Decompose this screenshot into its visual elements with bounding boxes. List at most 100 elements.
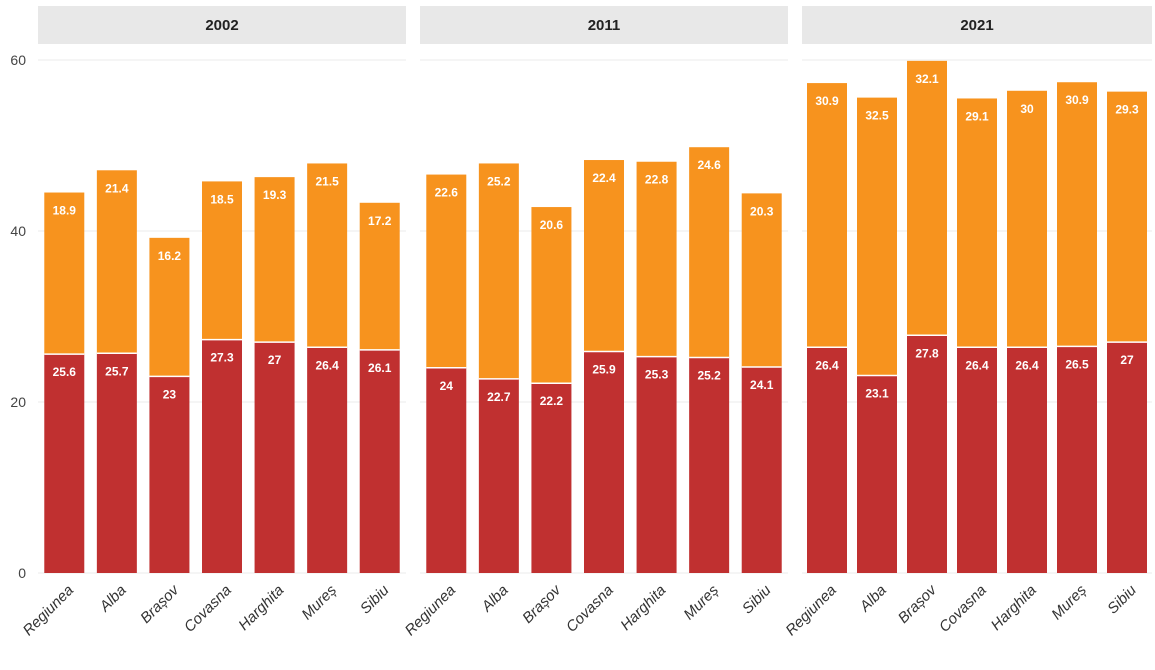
bar-lower-segment	[807, 347, 847, 573]
data-label: 17.2	[368, 214, 392, 228]
x-tick-label: Alba	[96, 582, 130, 616]
data-label: 26.4	[815, 358, 839, 372]
bar-upper-segment	[636, 161, 677, 357]
bar-lower-segment	[1107, 342, 1147, 573]
data-label: 30.9	[815, 94, 839, 108]
bar-upper-segment	[1057, 82, 1097, 347]
data-label: 23	[163, 387, 177, 401]
x-tick-label: Brașov	[137, 581, 183, 627]
data-label: 18.9	[53, 204, 77, 218]
data-label: 32.1	[915, 72, 939, 86]
y-axis: 0 20 40 60	[10, 52, 26, 581]
data-label: 19.3	[263, 188, 287, 202]
bar-lower-segment	[307, 347, 348, 573]
bar-upper-segment	[857, 97, 897, 376]
y-tick-label: 20	[10, 394, 26, 410]
data-label: 24.6	[697, 158, 721, 172]
bar-upper-segment	[96, 170, 137, 354]
data-label: 23.1	[865, 386, 889, 400]
bar-upper-segment	[44, 192, 85, 355]
data-label: 25.2	[487, 174, 511, 188]
bar-upper-segment	[907, 60, 947, 336]
bar-upper-segment	[807, 83, 847, 348]
bar-lower-segment	[1057, 346, 1097, 573]
x-tick-label: Regiunea	[402, 582, 459, 639]
data-label: 29.1	[965, 109, 989, 123]
x-tick-label: Mureș	[298, 581, 340, 623]
data-label: 30	[1020, 102, 1034, 116]
data-label: 32.5	[865, 109, 889, 123]
bar-upper-segment	[1007, 90, 1047, 348]
bar-lower-segment	[584, 351, 624, 573]
facet-header	[420, 6, 788, 44]
data-label: 27.8	[915, 346, 939, 360]
bar-lower-segment	[96, 353, 137, 573]
bar-lower-segment	[957, 347, 997, 573]
facet-title: 2011	[588, 17, 621, 34]
data-label: 24.1	[750, 378, 774, 392]
data-label: 25.3	[645, 368, 669, 382]
data-label: 27	[1120, 353, 1134, 367]
bar-lower-segment	[636, 356, 677, 573]
x-tick-label: Sibiu	[357, 581, 393, 617]
bar-lower-segment	[1007, 347, 1047, 573]
data-label: 18.5	[210, 192, 234, 206]
data-label: 22.7	[487, 390, 511, 404]
facet-header	[38, 6, 406, 44]
bar-upper-segment	[741, 193, 782, 367]
bar-upper-segment	[359, 202, 400, 350]
x-tick-label: Harghita	[988, 582, 1040, 634]
bar-lower-segment	[202, 339, 242, 573]
data-label: 20.6	[540, 218, 564, 232]
bar-lower-segment	[254, 342, 295, 573]
data-labels: 25.6 18.9 25.7 21.4 23 16.2 27.3 18.5 27 19.3 26.4…	[53, 72, 1139, 408]
data-label: 22.2	[540, 394, 564, 408]
data-label: 20.3	[750, 204, 774, 218]
data-label: 29.3	[1115, 103, 1139, 117]
x-tick-label: Alba	[478, 582, 512, 616]
y-tick-label: 0	[18, 565, 26, 581]
bars	[44, 60, 1147, 573]
data-label: 25.2	[697, 369, 721, 383]
bar-lower-segment	[531, 383, 572, 573]
data-label: 26.4	[965, 358, 989, 372]
data-label: 24	[440, 379, 454, 393]
x-tick-label: Covasna	[936, 582, 990, 636]
data-label: 25.7	[105, 364, 129, 378]
x-tick-label: Sibiu	[739, 581, 775, 617]
facet-headers: 2002 2011 2021	[38, 6, 1152, 44]
x-tick-label: Covasna	[563, 582, 617, 636]
x-tick-label: Sibiu	[1104, 581, 1140, 617]
x-tick-label: Harghita	[617, 582, 669, 634]
x-tick-label: Regiunea	[782, 582, 839, 639]
data-label: 25.9	[592, 363, 616, 377]
y-tick-label: 40	[10, 223, 26, 239]
y-tick-label: 60	[10, 52, 26, 68]
data-label: 22.4	[592, 171, 616, 185]
bar-upper-segment	[202, 181, 242, 340]
bar-lower-segment	[741, 366, 782, 573]
bar-upper-segment	[957, 98, 997, 348]
data-label: 21.4	[105, 181, 129, 195]
data-label: 27	[268, 353, 282, 367]
x-tick-label: Brașov	[895, 581, 941, 627]
data-label: 30.9	[1065, 93, 1089, 107]
data-label: 16.2	[158, 249, 182, 263]
data-label: 27.3	[210, 351, 234, 365]
bar-upper-segment	[254, 177, 295, 343]
x-tick-label: Mureș	[1048, 581, 1090, 623]
x-tick-label: Brașov	[519, 581, 565, 627]
x-tick-label: Harghita	[235, 582, 287, 634]
bar-lower-segment	[149, 376, 190, 573]
bar-lower-segment	[907, 335, 947, 573]
x-tick-label: Mureș	[680, 581, 722, 623]
x-tick-label: Covasna	[181, 582, 235, 636]
bar-upper-segment	[531, 207, 572, 384]
bar-upper-segment	[1107, 91, 1147, 343]
data-label: 22.8	[645, 173, 669, 187]
facet-title: 2002	[205, 17, 238, 34]
x-tick-label: Alba	[856, 582, 890, 616]
bar-upper-segment	[584, 160, 624, 352]
